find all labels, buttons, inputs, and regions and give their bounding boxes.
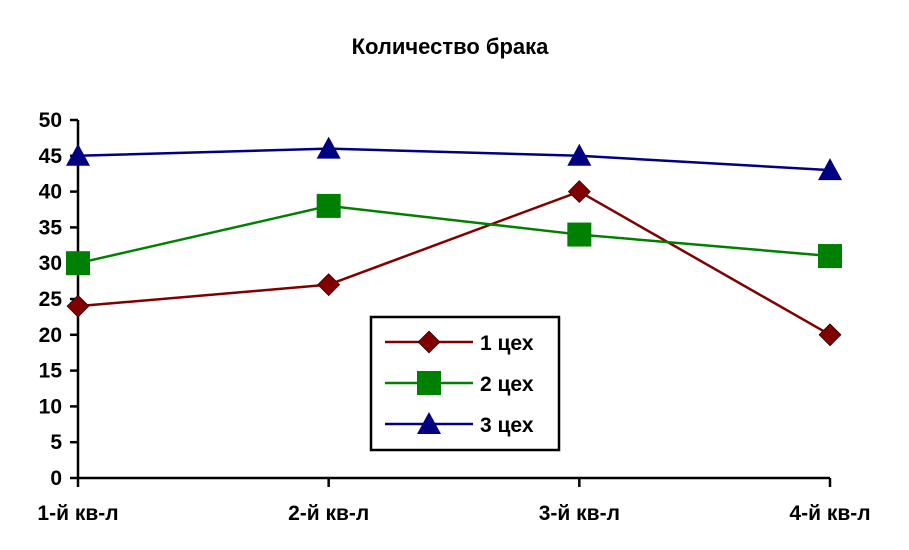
x-tick-label: 3-й кв-л xyxy=(539,502,620,525)
axes: 0 5 10 15 20 25 30 35 40 45 50 1-й кв-л 2-й кв-л 3-й … xyxy=(37,109,870,525)
y-tick-label: 45 xyxy=(39,145,63,168)
data-point xyxy=(316,193,341,218)
legend-item: 3 цех xyxy=(385,412,534,437)
legend-marker xyxy=(417,412,441,434)
series-2 xyxy=(66,193,842,276)
data-point xyxy=(66,251,90,276)
series-line xyxy=(77,147,831,172)
data-point xyxy=(567,143,592,166)
y-tick-label: 10 xyxy=(39,395,62,418)
chart-title: Количество брака xyxy=(352,34,550,59)
legend-label: 3 цех xyxy=(480,414,534,437)
y-tick-label: 40 xyxy=(39,181,62,204)
y-tick-label: 50 xyxy=(39,109,62,132)
data-point xyxy=(818,244,842,269)
y-tick-label: 5 xyxy=(50,431,62,454)
legend-item: 1 цех xyxy=(385,330,534,355)
y-tick-label: 30 xyxy=(39,252,62,275)
y-tick-label: 25 xyxy=(39,288,63,311)
series-line xyxy=(77,190,831,336)
data-point xyxy=(317,273,341,297)
x-tick-label: 4-й кв-л xyxy=(789,502,870,525)
data-point xyxy=(66,143,90,166)
x-tick-label: 1-й кв-л xyxy=(37,502,118,525)
legend-label: 1 цех xyxy=(480,332,534,355)
series-3 xyxy=(66,136,842,181)
data-point xyxy=(316,136,341,159)
legend: 1 цех 2 цех 3 цех xyxy=(369,315,561,452)
legend-marker xyxy=(417,371,441,395)
data-point xyxy=(567,222,592,247)
y-tick-label: 20 xyxy=(39,324,62,347)
x-tick-label: 2-й кв-л xyxy=(288,502,369,525)
y-tick-label: 35 xyxy=(39,216,63,239)
series-layer xyxy=(66,136,842,347)
y-tick-label: 15 xyxy=(39,360,63,383)
legend-item: 2 цех xyxy=(385,371,534,396)
legend-marker xyxy=(417,330,441,354)
data-point xyxy=(818,323,842,347)
data-point xyxy=(66,294,90,318)
data-point xyxy=(567,180,591,204)
series-line xyxy=(77,204,831,265)
data-point xyxy=(818,158,842,181)
series-1 xyxy=(66,180,842,347)
y-tick-label: 0 xyxy=(50,467,62,490)
legend-label: 2 цех xyxy=(480,373,534,396)
